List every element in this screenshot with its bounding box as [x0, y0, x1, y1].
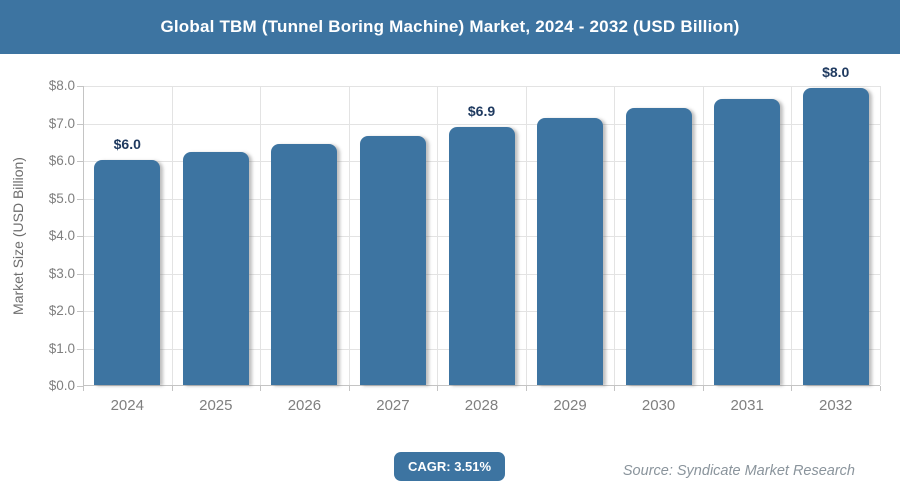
- y-tick-mark: [77, 86, 83, 87]
- gridline-vertical: [171, 86, 173, 385]
- y-tick-mark: [77, 236, 83, 237]
- x-tick-label: 2025: [199, 397, 233, 414]
- source-text: Source: Syndicate Market Research: [622, 463, 855, 479]
- x-tick-mark: [83, 386, 84, 391]
- gridline-horizontal: [83, 86, 880, 87]
- chart-title-bar: Global TBM (Tunnel Boring Machine) Marke…: [0, 0, 900, 54]
- bar-value-label: $6.9: [467, 102, 496, 119]
- bar-2032: [802, 88, 869, 385]
- x-tick-label: 2030: [641, 397, 676, 414]
- bar-2024: [94, 160, 161, 385]
- gridline-vertical: [525, 86, 527, 385]
- bar-value-label: $6.0: [113, 136, 141, 152]
- y-tick-mark: [77, 273, 83, 275]
- bar-value-label: $8.0: [822, 64, 850, 81]
- plot-area: $0.0 $1.0 $2.0 $3.0 $4.0 $5.0 $6.0 $7.0 $8.0 2024…: [49, 64, 881, 414]
- x-tick-mark: [348, 386, 350, 391]
- chart-title: Global TBM (Tunnel Boring Machine) Marke…: [160, 17, 740, 36]
- gridline-vertical: [437, 86, 439, 385]
- bar-2025: [182, 152, 249, 385]
- y-tick-label: $5.0: [48, 190, 75, 206]
- x-tick-label: 2029: [553, 397, 587, 414]
- bar-2029: [537, 117, 604, 385]
- bar-2031: [714, 98, 781, 385]
- y-tick-mark: [77, 386, 83, 387]
- gridline-vertical: [880, 86, 881, 385]
- gridline-vertical: [791, 86, 793, 385]
- x-tick-label: 2024: [110, 397, 144, 414]
- y-tick-mark: [77, 311, 83, 312]
- bar-2028: [448, 126, 515, 385]
- x-tick-label: 2032: [819, 397, 853, 414]
- y-tick-mark: [77, 198, 83, 200]
- y-tick-label: $3.0: [48, 265, 75, 281]
- x-tick-mark: [880, 386, 881, 391]
- gridline-vertical: [614, 86, 616, 385]
- x-tick-label: 2031: [730, 397, 764, 414]
- gridline-vertical: [260, 86, 262, 385]
- x-tick-label: 2028: [464, 397, 499, 414]
- y-tick-mark: [77, 161, 83, 162]
- bar-2030: [625, 108, 692, 385]
- y-tick-label: $1.0: [48, 340, 75, 356]
- x-tick-mark: [614, 386, 616, 391]
- y-tick-label: $8.0: [48, 78, 75, 93]
- y-tick-label: $7.0: [48, 115, 75, 131]
- y-tick-mark: [77, 348, 83, 350]
- bar-2026: [271, 143, 338, 385]
- x-tick-mark: [702, 386, 704, 391]
- y-tick-label: $4.0: [48, 228, 75, 243]
- gridline-horizontal: [83, 123, 880, 125]
- y-tick-label: $6.0: [48, 153, 75, 168]
- x-tick-label: 2026: [287, 397, 322, 414]
- gridline-vertical: [348, 86, 350, 385]
- y-tick-mark: [77, 123, 83, 125]
- gridline-vertical: [702, 86, 704, 385]
- bar-2027: [359, 135, 426, 385]
- y-tick-label: $2.0: [48, 303, 75, 318]
- y-tick-label: $0.0: [48, 378, 75, 393]
- y-axis-line: [83, 86, 84, 385]
- x-tick-mark: [171, 386, 173, 391]
- x-tick-mark: [525, 386, 527, 391]
- x-tick-mark: [791, 386, 793, 391]
- cagr-badge: CAGR: 3.51%: [394, 452, 506, 481]
- x-tick-mark: [260, 386, 262, 391]
- x-tick-mark: [437, 386, 439, 391]
- x-tick-label: 2027: [376, 397, 410, 414]
